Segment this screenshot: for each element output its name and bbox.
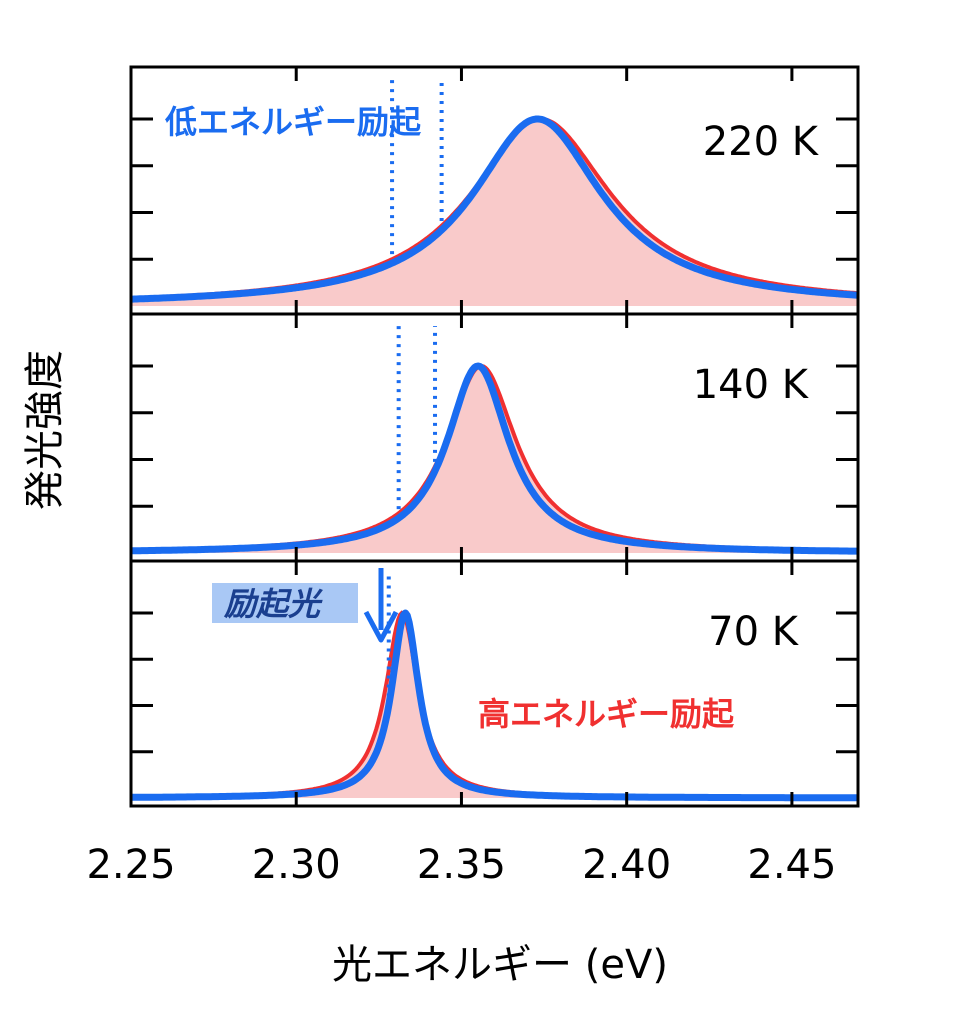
x-tick-label: 2.40 (582, 842, 671, 888)
panel-frame (129, 559, 860, 808)
x-axis-title: 光エネルギー (eV) (332, 942, 668, 988)
panel-2 (129, 312, 860, 563)
y-axis-title: 発光強度 (22, 350, 68, 510)
temperature-label: 220 K (703, 119, 820, 165)
legend-low-energy-excitation: 低エネルギー励起 (165, 103, 422, 141)
legend-high-energy-excitation: 高エネルギー励起 (478, 695, 735, 733)
excitation-arrow-icon (363, 610, 399, 643)
low-energy-excitation-line (129, 115, 860, 303)
low-energy-excitation-line (129, 609, 860, 802)
temperature-label: 140 K (693, 362, 810, 408)
x-axis: 2.25 2.30 2.35 2.40 2.45 (86, 842, 836, 888)
x-tick-label: 2.25 (86, 842, 175, 888)
excitation-light-annotation: 励起光 (212, 568, 399, 643)
temperature-label: 70 K (708, 609, 800, 655)
excitation-label: 励起光 (223, 585, 323, 623)
high-energy-excitation-area (131, 366, 858, 553)
x-tick-label: 2.45 (747, 842, 836, 888)
low-energy-excitation-line (129, 362, 860, 555)
x-tick-label: 2.30 (252, 842, 341, 888)
panel-3 (129, 559, 860, 808)
x-tick-label: 2.35 (417, 842, 506, 888)
excitation-label-box (212, 583, 358, 623)
spectra-panels (129, 65, 860, 808)
